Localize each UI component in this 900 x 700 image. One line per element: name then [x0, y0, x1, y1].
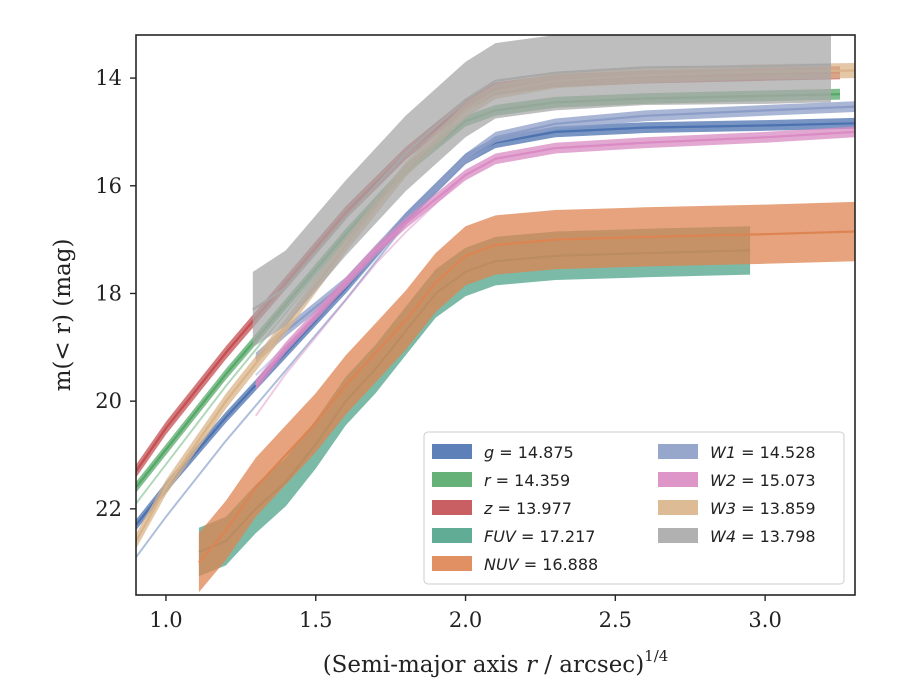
legend-swatch: [432, 500, 472, 515]
plot-area: [136, 35, 855, 593]
legend-label: W4 = 13.798: [710, 527, 816, 546]
legend-swatch: [432, 556, 472, 571]
legend-item-w2: W2 = 15.073: [658, 471, 816, 490]
legend-label: NUV = 16.888: [484, 555, 598, 574]
x-tick-label: 2.0: [449, 608, 482, 632]
legend-label: W3 = 13.859: [710, 499, 816, 518]
legend-swatch: [658, 444, 698, 459]
series-w1-line: [255, 105, 855, 359]
y-tick-label: 18: [95, 281, 122, 305]
legend-item-nuv: NUV = 16.888: [432, 555, 598, 574]
y-axis-label: m(< r) (mag): [50, 239, 76, 392]
series-nuv-line: [198, 230, 855, 564]
x-tick-label: 1.0: [149, 608, 182, 632]
y-tick-label: 22: [95, 497, 122, 521]
legend-item-w3: W3 = 13.859: [658, 499, 816, 518]
legend-item-fuv: FUV = 17.217: [432, 527, 595, 546]
legend-label: g = 14.875: [484, 443, 574, 462]
legend: g = 14.875 r = 14.359 z = 13.977 FUV = 17.2…: [423, 431, 845, 585]
legend-swatch: [658, 500, 698, 515]
y-tick-label: 16: [95, 174, 122, 198]
series-w4-line: [252, 63, 832, 311]
axes-frame: [135, 34, 856, 596]
series-w2-line: [254, 130, 855, 386]
legend-item-w1: W1 = 14.528: [658, 443, 816, 462]
x-tick-label: 1.5: [299, 608, 332, 632]
axes: 1.0 1.5 2.0 2.5 3.0 14 16 18 20 22 (Semi-major axi…: [50, 34, 856, 678]
x-tick-label: 3.0: [748, 608, 781, 632]
x-tick-label: 2.5: [599, 608, 632, 632]
x-axis-label: (Semi-major axis r / arcsec)1/4: [323, 647, 669, 678]
y-tick-label: 20: [95, 389, 122, 413]
y-tick-label: 14: [95, 66, 122, 90]
legend-swatch: [432, 472, 472, 487]
legend-box: [423, 431, 845, 585]
legend-label: r = 14.359: [484, 471, 570, 490]
legend-swatch: [432, 528, 472, 543]
legend-item-z: z = 13.977: [432, 499, 572, 518]
series-w2: [254, 126, 855, 417]
legend-label: z = 13.977: [483, 499, 572, 518]
legend-label: W2 = 15.073: [710, 471, 816, 490]
legend-label: W1 = 14.528: [710, 443, 816, 462]
series-nuv-band: [198, 201, 855, 593]
legend-item-r: r = 14.359: [432, 471, 570, 490]
legend-swatch: [658, 528, 698, 543]
legend-swatch: [432, 444, 472, 459]
legend-item-g: g = 14.875: [432, 443, 574, 462]
legend-item-w4: W4 = 13.798: [658, 527, 816, 546]
series-nuv: [198, 201, 855, 593]
legend-swatch: [658, 472, 698, 487]
series-r-line: [136, 93, 841, 488]
series-w4: [252, 35, 832, 348]
legend-label: FUV = 17.217: [484, 527, 595, 546]
